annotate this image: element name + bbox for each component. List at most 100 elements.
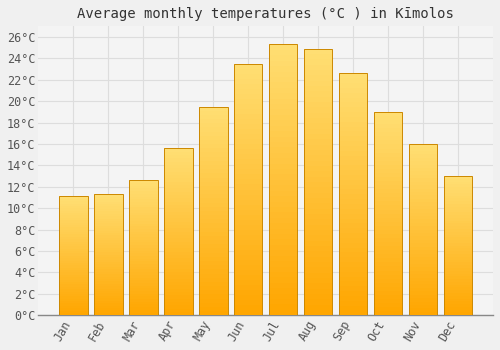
Bar — [129, 197, 158, 199]
Bar — [374, 201, 402, 205]
Bar — [59, 201, 88, 204]
Bar — [339, 165, 368, 170]
Bar — [59, 282, 88, 285]
Bar — [199, 236, 228, 240]
Bar — [234, 174, 262, 180]
Bar — [304, 107, 332, 113]
Bar — [374, 222, 402, 226]
Bar — [374, 262, 402, 266]
Bar — [129, 302, 158, 304]
Bar — [444, 257, 472, 260]
Bar — [269, 71, 298, 77]
Bar — [164, 198, 192, 202]
Bar — [164, 265, 192, 268]
Bar — [374, 242, 402, 246]
Bar — [408, 243, 438, 247]
Bar — [234, 99, 262, 104]
Bar — [304, 54, 332, 60]
Bar — [94, 284, 122, 286]
Bar — [59, 237, 88, 239]
Bar — [339, 257, 368, 262]
Bar — [164, 182, 192, 185]
Bar — [164, 279, 192, 282]
Bar — [408, 298, 438, 302]
Bar — [374, 299, 402, 303]
Bar — [269, 212, 298, 218]
Bar — [444, 196, 472, 198]
Bar — [59, 294, 88, 296]
Bar — [444, 190, 472, 193]
Bar — [94, 267, 122, 269]
Bar — [129, 310, 158, 313]
Bar — [199, 132, 228, 136]
Bar — [304, 310, 332, 315]
Bar — [269, 55, 298, 61]
Bar — [199, 153, 228, 157]
Bar — [269, 294, 298, 299]
Bar — [304, 251, 332, 257]
Bar — [164, 229, 192, 232]
Bar — [339, 267, 368, 272]
Bar — [164, 238, 192, 242]
Bar — [129, 283, 158, 286]
Bar — [408, 212, 438, 216]
Bar — [444, 254, 472, 257]
Bar — [234, 69, 262, 74]
Bar — [164, 148, 192, 152]
Bar — [444, 268, 472, 271]
Bar — [444, 251, 472, 254]
Bar — [304, 177, 332, 182]
Bar — [234, 220, 262, 225]
Bar — [234, 215, 262, 220]
Bar — [59, 249, 88, 251]
Bar — [129, 304, 158, 307]
Bar — [94, 233, 122, 236]
Bar — [234, 79, 262, 84]
Bar — [339, 281, 368, 286]
Bar — [339, 146, 368, 151]
Bar — [304, 299, 332, 304]
Bar — [129, 234, 158, 237]
Bar — [129, 307, 158, 310]
Bar — [339, 218, 368, 223]
Bar — [269, 131, 298, 136]
Bar — [408, 164, 438, 168]
Bar — [269, 169, 298, 174]
Bar — [199, 240, 228, 244]
Bar — [339, 214, 368, 218]
Bar — [234, 139, 262, 144]
Bar — [129, 213, 158, 216]
Bar — [59, 296, 88, 299]
Bar — [374, 250, 402, 254]
Bar — [444, 184, 472, 187]
Bar — [129, 208, 158, 210]
Bar — [234, 255, 262, 260]
Bar — [129, 180, 158, 183]
Bar — [339, 107, 368, 112]
Bar — [408, 223, 438, 226]
Bar — [339, 194, 368, 199]
Bar — [374, 140, 402, 145]
Bar — [94, 247, 122, 250]
Bar — [59, 208, 88, 211]
Bar — [444, 265, 472, 268]
Bar — [199, 106, 228, 111]
Bar — [408, 195, 438, 199]
Bar — [339, 286, 368, 291]
Bar — [408, 285, 438, 288]
Bar — [408, 172, 438, 175]
Bar — [94, 211, 122, 214]
Bar — [164, 288, 192, 292]
Bar — [164, 148, 192, 315]
Bar — [339, 74, 368, 78]
Bar — [408, 202, 438, 206]
Bar — [408, 247, 438, 250]
Bar — [304, 70, 332, 75]
Bar — [199, 144, 228, 148]
Bar — [164, 218, 192, 222]
Bar — [408, 271, 438, 274]
Bar — [408, 182, 438, 185]
Bar — [304, 161, 332, 166]
Bar — [199, 307, 228, 311]
Bar — [129, 183, 158, 186]
